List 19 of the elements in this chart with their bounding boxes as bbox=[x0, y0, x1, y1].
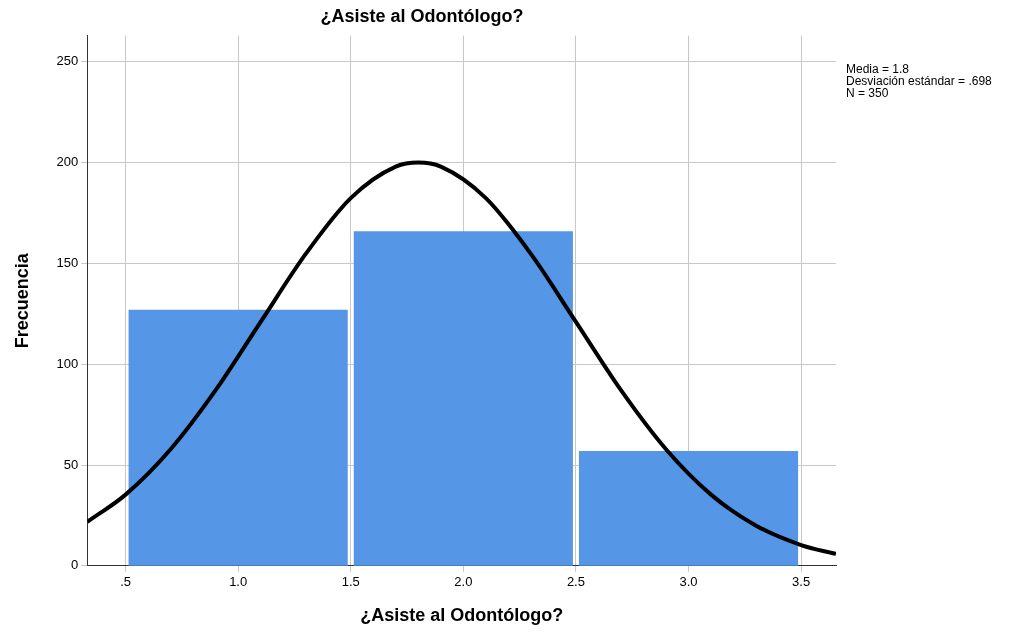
x-tick-label: 2.0 bbox=[454, 574, 473, 590]
x-axis-title: ¿Asiste al Odontólogo? bbox=[360, 605, 564, 626]
y-tick-label: 150 bbox=[56, 254, 79, 270]
x-tick-label: 1.0 bbox=[229, 574, 248, 590]
y-tick-label: 100 bbox=[56, 355, 79, 371]
y-axis-title: Frecuencia bbox=[11, 252, 32, 349]
x-tick-label: 2.5 bbox=[566, 574, 585, 590]
y-tick-label: 50 bbox=[63, 456, 79, 472]
x-tick-label: .5 bbox=[120, 574, 131, 590]
chart-title: ¿Asiste al Odontólogo? bbox=[320, 5, 524, 26]
x-tick-label: 3.5 bbox=[792, 574, 811, 590]
text: Desviación estándar = .698 bbox=[846, 73, 993, 88]
x-tick-label: 3.0 bbox=[679, 574, 698, 590]
y-tick-label: 0 bbox=[71, 557, 79, 573]
y-tick-label: 200 bbox=[56, 154, 79, 170]
y-tick-label: 250 bbox=[56, 53, 79, 69]
x-tick-label: 1.5 bbox=[341, 574, 360, 590]
text: N = 350 bbox=[846, 85, 889, 100]
text: Media = 1.8 bbox=[846, 61, 910, 76]
